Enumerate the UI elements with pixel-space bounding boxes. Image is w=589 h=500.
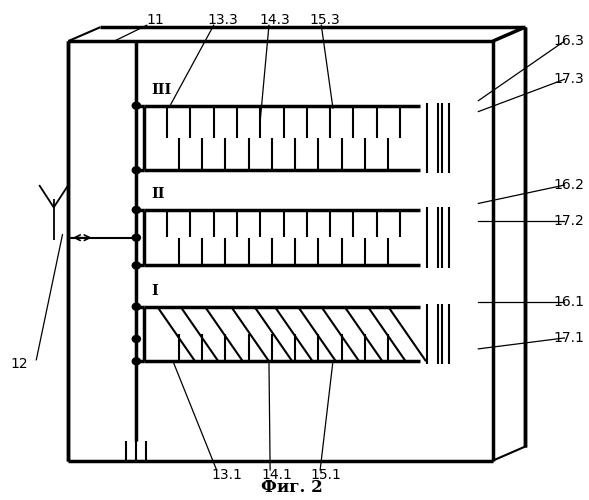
Text: 13.1: 13.1: [211, 468, 242, 482]
Text: 11: 11: [147, 14, 164, 28]
Circle shape: [133, 206, 140, 214]
Text: 15.3: 15.3: [309, 14, 340, 28]
Text: 17.2: 17.2: [554, 214, 584, 228]
Circle shape: [133, 166, 140, 173]
Text: 14.3: 14.3: [259, 14, 290, 28]
Text: 17.3: 17.3: [554, 72, 584, 86]
Text: 12: 12: [10, 357, 28, 371]
Text: 15.1: 15.1: [310, 468, 342, 482]
Circle shape: [133, 358, 140, 365]
Text: 13.3: 13.3: [207, 14, 238, 28]
Circle shape: [133, 303, 140, 310]
Text: II: II: [151, 187, 164, 201]
Text: 16.2: 16.2: [554, 178, 584, 192]
Text: Фиг. 2: Фиг. 2: [262, 480, 323, 496]
Text: III: III: [151, 82, 171, 96]
Circle shape: [133, 234, 140, 241]
Text: 17.1: 17.1: [554, 331, 584, 345]
Text: 16.1: 16.1: [554, 294, 585, 308]
Circle shape: [133, 336, 140, 342]
Text: 16.3: 16.3: [554, 34, 584, 48]
Text: 14.1: 14.1: [261, 468, 292, 482]
Text: I: I: [151, 284, 158, 298]
Circle shape: [133, 102, 140, 109]
Circle shape: [133, 262, 140, 269]
